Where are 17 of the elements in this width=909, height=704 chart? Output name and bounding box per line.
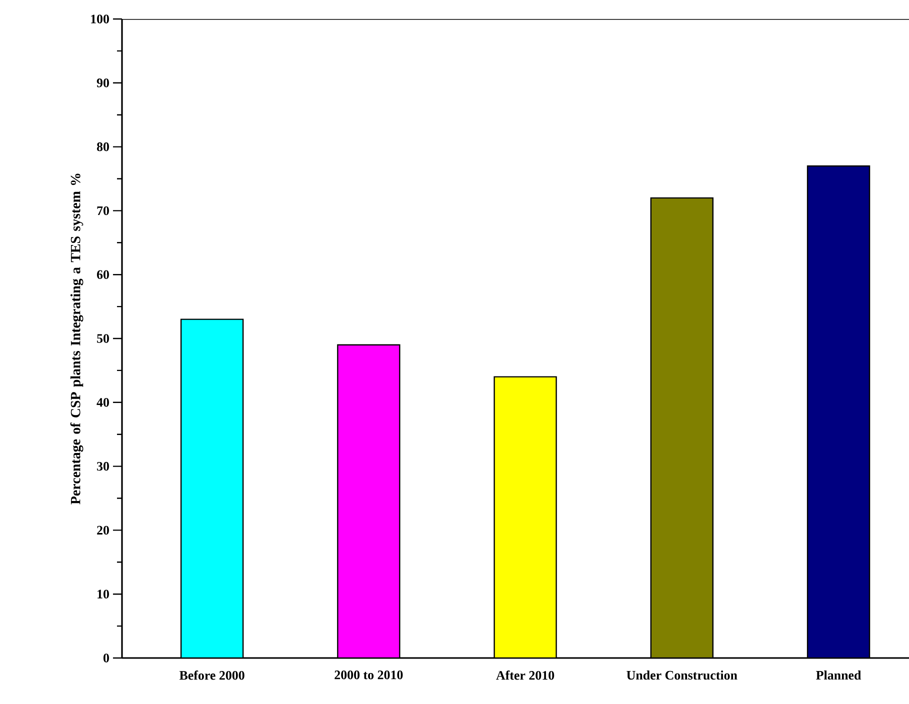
y-tick-label: 30 [97,462,109,471]
x-tick-label: After 2010 [496,670,554,680]
y-tick-label: 50 [97,334,109,343]
y-tick-label: 90 [96,78,109,88]
x-tick-label: Planned [816,670,862,680]
y-tick-label: 10 [98,590,109,598]
x-tick-label: Under Construction [626,670,738,680]
y-tick-label: 80 [96,142,109,152]
y-tick-label: 0 [104,654,109,662]
y-tick-label: 100 [91,14,109,24]
y-tick-label: 20 [97,526,109,535]
y-tick-label: 70 [97,206,109,216]
x-tick-label: Before 2000 [179,670,244,680]
y-axis-title: Percentage of CSP plants Integrating a TES system % [70,174,84,504]
y-tick-label: 40 [96,398,109,407]
y-tick-label: 60 [96,270,109,279]
x-tick-label: 2000 to 2010 [334,670,403,680]
